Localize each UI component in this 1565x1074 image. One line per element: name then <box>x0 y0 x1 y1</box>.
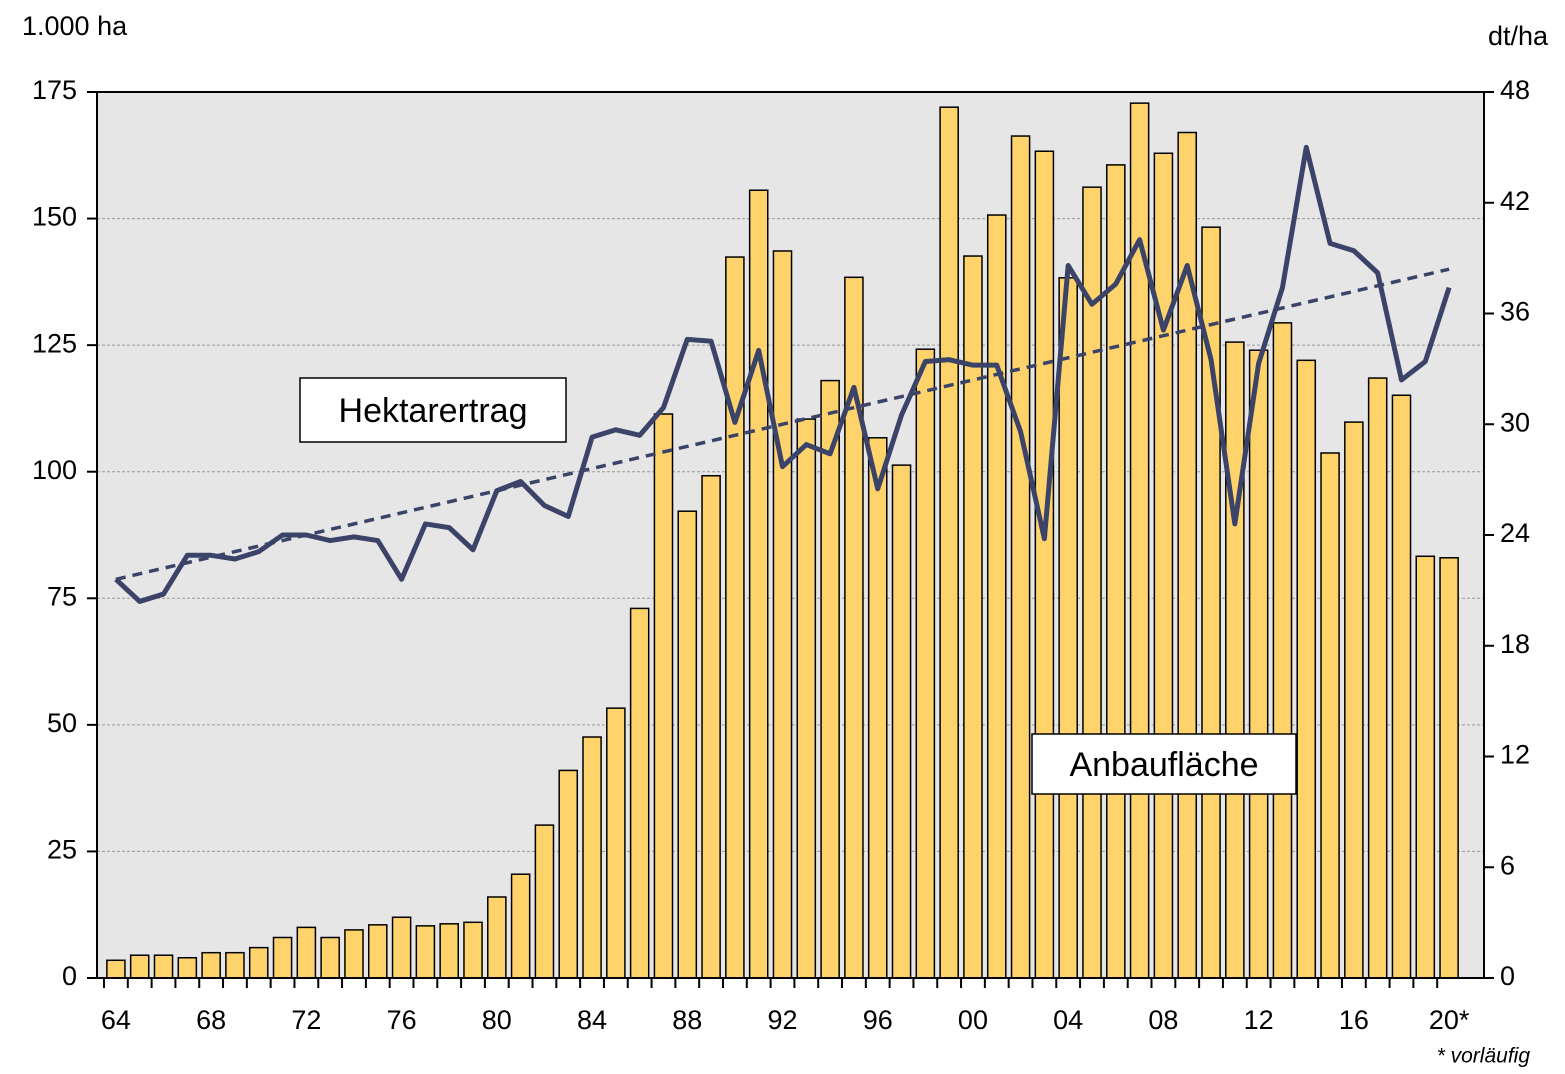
trend-line <box>115 267 1450 582</box>
bar <box>701 475 721 979</box>
bar <box>606 707 626 979</box>
bar <box>320 936 340 979</box>
footnote: * vorläufig <box>1437 1045 1531 1068</box>
y2-tick-label: 48 <box>1500 75 1530 105</box>
y-tick-label: 150 <box>32 202 77 232</box>
x-tick-label: 04 <box>1053 1005 1083 1035</box>
y2-tick-label: 36 <box>1500 297 1530 327</box>
bar <box>986 214 1007 979</box>
x-tick-label: 16 <box>1339 1005 1369 1035</box>
bar <box>177 956 198 979</box>
bar <box>1129 102 1150 979</box>
bar <box>820 379 840 979</box>
bar <box>344 929 364 979</box>
bar <box>129 954 150 979</box>
y2-tick-label: 24 <box>1500 518 1530 548</box>
x-tick-label: 08 <box>1148 1005 1178 1035</box>
bar <box>748 189 769 979</box>
legend-label: Hektarertrag <box>339 392 528 430</box>
y-tick-label: 125 <box>32 328 77 358</box>
y2-tick-label: 30 <box>1500 407 1530 437</box>
x-tick-label: 72 <box>291 1005 321 1035</box>
x-tick-label: 76 <box>387 1005 417 1035</box>
bar <box>915 348 936 979</box>
bar <box>1248 349 1269 979</box>
x-tick-label: 68 <box>196 1005 226 1035</box>
legend-label: Anbaufläche <box>1069 746 1258 784</box>
plot-frame <box>96 91 1485 979</box>
bar <box>391 916 412 979</box>
bar <box>629 607 650 979</box>
bar <box>534 824 555 979</box>
bar <box>106 959 126 979</box>
bar <box>415 925 436 979</box>
bar <box>891 464 912 979</box>
bar <box>296 926 317 979</box>
x-tick-label: 64 <box>101 1005 131 1035</box>
legend-box <box>299 377 567 443</box>
bar <box>1225 341 1245 979</box>
legend-box <box>1031 733 1297 795</box>
bar <box>1296 359 1317 979</box>
bar <box>1058 277 1078 979</box>
bar <box>653 413 674 979</box>
bar <box>796 418 817 979</box>
x-tick-label: 88 <box>672 1005 702 1035</box>
x-tick-label: 84 <box>577 1005 607 1035</box>
bar <box>510 873 531 979</box>
bar <box>1367 377 1388 979</box>
y2-tick-label: 12 <box>1500 740 1530 770</box>
bar <box>558 769 579 979</box>
bar <box>772 250 793 979</box>
bar <box>153 954 174 979</box>
x-tick-label: 96 <box>863 1005 893 1035</box>
bar <box>725 256 745 979</box>
bar <box>248 946 269 979</box>
bar <box>1344 421 1364 979</box>
y2-axis-label: dt/ha <box>1488 21 1549 51</box>
bar <box>487 896 507 979</box>
bar <box>1153 152 1174 979</box>
bar <box>272 936 293 979</box>
bar <box>463 921 483 979</box>
y2-tick-label: 18 <box>1500 629 1530 659</box>
bar <box>867 437 888 979</box>
bar <box>939 106 959 979</box>
bar <box>225 951 245 979</box>
x-tick-label: 80 <box>482 1005 512 1035</box>
bar <box>1415 555 1436 979</box>
bar <box>1391 394 1412 979</box>
line <box>114 144 1452 604</box>
y2-tick-label: 6 <box>1500 850 1515 880</box>
x-tick-label: 00 <box>958 1005 988 1035</box>
x-tick-label: 20* <box>1429 1005 1470 1035</box>
bar <box>1272 322 1293 979</box>
bar <box>844 276 864 979</box>
y-tick-label: 25 <box>47 835 77 865</box>
bar <box>1177 131 1198 979</box>
bar <box>677 510 698 979</box>
bar <box>439 923 459 979</box>
y-tick-label: 75 <box>47 581 77 611</box>
bar <box>1439 557 1459 979</box>
bar <box>1034 150 1055 979</box>
bar <box>201 951 221 979</box>
y-tick-label: 50 <box>47 708 77 738</box>
y-tick-label: 100 <box>32 455 77 485</box>
bar <box>367 924 388 979</box>
bar <box>582 736 602 979</box>
y2-tick-label: 0 <box>1500 961 1515 991</box>
y-axis-label: 1.000 ha <box>22 11 128 41</box>
y-tick-label: 175 <box>32 75 77 105</box>
y-tick-label: 0 <box>62 961 77 991</box>
x-tick-label: 92 <box>767 1005 797 1035</box>
bar <box>1320 452 1340 979</box>
y2-tick-label: 42 <box>1500 186 1530 216</box>
bar <box>1010 135 1031 979</box>
x-tick-label: 12 <box>1244 1005 1274 1035</box>
